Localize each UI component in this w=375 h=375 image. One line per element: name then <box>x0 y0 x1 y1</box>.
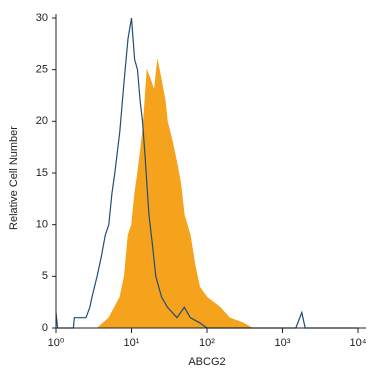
y-tick-label: 10 <box>36 219 48 231</box>
y-tick-label: 0 <box>42 322 48 334</box>
y-tick-label: 30 <box>36 12 48 24</box>
y-tick-label: 25 <box>36 64 48 76</box>
x-tick-label: 10⁴ <box>350 337 367 349</box>
x-tick-label: 10¹ <box>124 337 140 349</box>
y-tick-label: 20 <box>36 115 48 127</box>
histogram-area <box>96 59 253 329</box>
x-tick-label: 10³ <box>275 337 291 349</box>
histogram-line <box>55 17 358 329</box>
y-axis-label: Relative Cell Number <box>8 126 20 230</box>
x-tick-label: 10² <box>199 337 215 349</box>
x-tick-label: 10⁰ <box>48 337 65 349</box>
y-tick-label: 5 <box>42 270 48 282</box>
x-axis-label: ABCG2 <box>188 356 225 368</box>
y-tick-label: 15 <box>36 167 48 179</box>
